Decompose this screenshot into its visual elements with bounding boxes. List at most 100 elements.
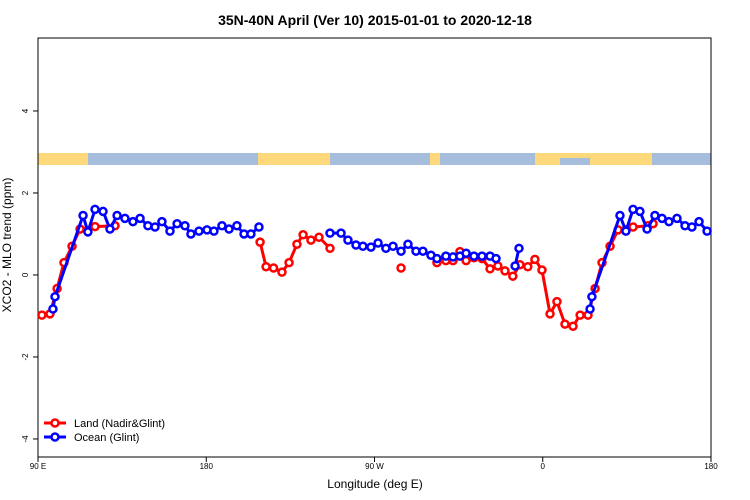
point <box>50 291 60 302</box>
point <box>343 235 353 245</box>
point <box>292 239 302 249</box>
map-strip <box>38 153 711 165</box>
point <box>37 310 47 320</box>
point <box>432 253 442 264</box>
point <box>180 221 190 231</box>
point <box>224 224 234 234</box>
point <box>268 263 279 273</box>
y-axis-label: XCO2 - MLO trend (ppm) <box>0 178 14 313</box>
ocean-band <box>560 158 590 165</box>
point <box>172 218 182 229</box>
point <box>83 227 93 237</box>
point <box>491 253 501 264</box>
point <box>552 296 562 307</box>
point <box>217 221 227 231</box>
point <box>628 222 638 232</box>
point <box>585 304 595 314</box>
point <box>664 216 674 227</box>
point <box>477 251 487 261</box>
point <box>232 221 242 231</box>
y-tick-label: -4 <box>21 435 30 443</box>
point <box>537 265 547 275</box>
point <box>642 224 652 234</box>
point <box>514 243 524 254</box>
point <box>246 229 256 239</box>
point <box>194 226 204 236</box>
point <box>672 213 682 224</box>
point <box>587 291 597 302</box>
legend-label: Ocean (Glint) <box>74 432 139 444</box>
point <box>702 226 712 236</box>
point <box>560 319 570 329</box>
point <box>165 226 175 236</box>
point <box>568 321 578 331</box>
point <box>508 271 518 281</box>
y-tick-label: 2 <box>21 190 30 195</box>
ocean-band <box>330 153 430 165</box>
point <box>575 310 585 320</box>
legend-marker <box>50 432 60 442</box>
x-tick-label: 90 E <box>30 462 46 471</box>
ocean-band <box>652 153 711 165</box>
point <box>396 263 406 273</box>
point <box>325 228 335 238</box>
point <box>336 228 346 238</box>
point <box>143 221 153 231</box>
point <box>530 254 540 265</box>
y-tick-label: 4 <box>21 108 30 113</box>
point <box>277 267 287 277</box>
point <box>150 222 160 232</box>
ocean-band <box>88 153 258 165</box>
point <box>298 230 308 240</box>
point <box>545 309 555 319</box>
point <box>112 210 122 221</box>
chart-title: 35N-40N April (Ver 10) 2015-01-01 to 202… <box>218 12 532 28</box>
point <box>403 239 413 249</box>
point <box>186 229 196 239</box>
point <box>621 226 631 236</box>
point <box>306 235 316 245</box>
legend-label: Land (Nadir&Glint) <box>74 418 165 430</box>
point <box>261 262 271 272</box>
point <box>373 238 383 248</box>
point <box>388 241 398 252</box>
point <box>500 266 510 276</box>
point <box>120 213 130 224</box>
x-tick-label: 90 W <box>365 462 384 471</box>
point <box>523 262 533 272</box>
point <box>687 222 697 232</box>
point <box>615 210 625 221</box>
point <box>135 213 145 224</box>
point <box>209 226 219 236</box>
x-tick-label: 0 <box>541 462 546 471</box>
ocean-band <box>440 153 535 165</box>
legend-marker <box>50 418 60 428</box>
point <box>325 243 335 254</box>
point <box>78 210 88 221</box>
point <box>157 216 167 227</box>
point <box>90 221 100 232</box>
point <box>510 261 520 271</box>
point <box>485 264 495 274</box>
point <box>358 241 368 252</box>
y-tick-label: -2 <box>21 353 30 361</box>
point <box>418 246 428 256</box>
point <box>128 216 138 227</box>
x-tick-label: 180 <box>200 462 214 471</box>
point <box>314 232 324 243</box>
point <box>90 204 100 215</box>
point <box>635 206 645 217</box>
point <box>366 242 376 252</box>
point <box>694 216 704 227</box>
point <box>105 224 115 234</box>
point <box>254 222 264 232</box>
point <box>469 251 479 261</box>
y-tick-label: 0 <box>21 272 30 277</box>
point <box>461 248 471 258</box>
point <box>48 304 58 314</box>
point <box>284 257 294 268</box>
x-axis-label: Longitude (deg E) <box>327 477 422 491</box>
x-tick-label: 180 <box>704 462 718 471</box>
point <box>493 261 503 271</box>
